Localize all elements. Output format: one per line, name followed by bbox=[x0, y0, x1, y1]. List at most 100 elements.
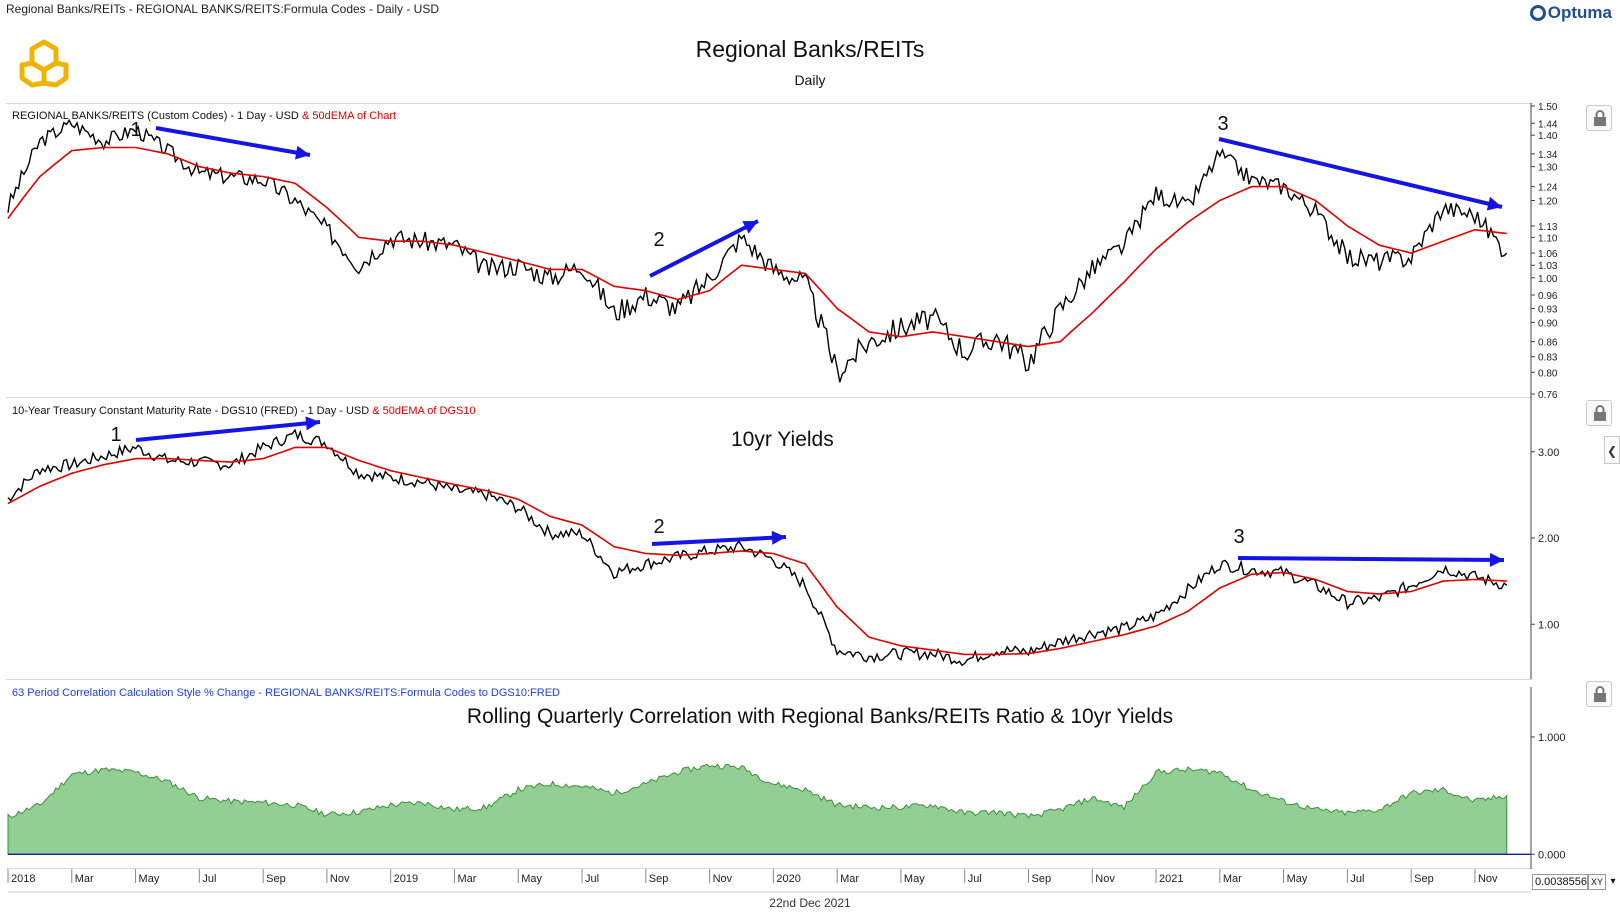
x-tick-label: Mar bbox=[840, 873, 859, 885]
lock-icon bbox=[1594, 686, 1606, 702]
trend-marker-label: 3 bbox=[1217, 113, 1228, 135]
y-tick-label: 1.00 bbox=[1538, 619, 1559, 631]
trend-arrow-price-1-head bbox=[295, 145, 310, 160]
x-tick-label: Sep bbox=[1031, 873, 1051, 885]
trend-arrow-price-2-head bbox=[742, 221, 758, 234]
readout-menu-button[interactable]: ▾ bbox=[1610, 876, 1616, 887]
chevron-left-icon: ❮ bbox=[1606, 444, 1618, 458]
trend-arrow-price-3 bbox=[1218, 137, 1503, 209]
y-tick-label: 1.40 bbox=[1538, 131, 1558, 142]
price-series-name: REGIONAL BANKS/REITS (Custom Codes) - 1 … bbox=[12, 110, 299, 122]
trend-arrow-price-3-head bbox=[1486, 196, 1502, 211]
chart-subtitle: Daily bbox=[794, 72, 826, 88]
x-tick-label: Jul bbox=[968, 873, 982, 885]
crosshair-readout[interactable]: 0.0038556 bbox=[1532, 874, 1588, 890]
y-tick-label: 1.24 bbox=[1538, 183, 1558, 194]
x-tick-label: May bbox=[1287, 873, 1308, 885]
yield-ema-line bbox=[7, 446, 1507, 656]
x-tick-label: May bbox=[139, 873, 160, 885]
correlation-area bbox=[7, 763, 1508, 855]
y-tick-label: 1.03 bbox=[1538, 261, 1558, 272]
x-tick-label: May bbox=[521, 873, 542, 885]
y-tick-label: 0.86 bbox=[1538, 338, 1558, 349]
y-tick-label: 2.00 bbox=[1538, 533, 1559, 545]
lock-button-correlation[interactable] bbox=[1586, 681, 1612, 707]
y-tick-label: 0.000 bbox=[1538, 849, 1566, 861]
yield-pane[interactable] bbox=[6, 397, 1533, 679]
trend-arrow-price-2 bbox=[649, 219, 759, 278]
x-tick-label: Mar bbox=[75, 873, 94, 885]
trend-arrow-yield-1-head bbox=[305, 416, 320, 431]
x-tick-label: Sep bbox=[1414, 873, 1434, 885]
x-tick-label: Nov bbox=[1095, 873, 1115, 885]
trend-arrow-price-1 bbox=[155, 126, 311, 157]
trend-arrow-yield-1 bbox=[135, 420, 321, 442]
correlation-annotation: Rolling Quarterly Correlation with Regio… bbox=[466, 705, 1174, 728]
trend-arrow-yield-2-head bbox=[771, 530, 786, 545]
lock-button-price[interactable] bbox=[1586, 105, 1612, 131]
price-pane[interactable] bbox=[6, 103, 1533, 397]
window-title: Regional Banks/REITs - REGIONAL BANKS/RE… bbox=[6, 2, 440, 16]
trend-marker-label: 1 bbox=[110, 424, 121, 446]
x-tick-label: Nov bbox=[330, 873, 350, 885]
trend-marker-label: 3 bbox=[1233, 526, 1244, 548]
yield-ema-name: & 50dEMA of DGS10 bbox=[369, 405, 476, 417]
x-tick-label: Jul bbox=[202, 873, 216, 885]
y-tick-label: 3.00 bbox=[1538, 447, 1559, 459]
y-tick-label: 0.90 bbox=[1538, 318, 1558, 329]
price-ema-name: & 50dEMA of Chart bbox=[298, 110, 397, 122]
x-tick-label: Sep bbox=[649, 873, 669, 885]
optuma-logo-icon bbox=[1529, 5, 1546, 21]
footer-date: 22nd Dec 2021 bbox=[769, 896, 851, 910]
xy-toggle-button[interactable]: XY bbox=[1588, 874, 1606, 890]
brand-name: Optuma bbox=[1547, 3, 1612, 22]
x-tick-label: Jul bbox=[1350, 873, 1364, 885]
y-tick-label: 0.76 bbox=[1538, 390, 1558, 401]
y-tick-label: 1.30 bbox=[1538, 163, 1558, 174]
y-tick-label: 1.000 bbox=[1538, 732, 1566, 744]
yield-series-name: 10-Year Treasury Constant Maturity Rate … bbox=[12, 405, 370, 417]
y-tick-label: 0.80 bbox=[1538, 368, 1558, 379]
lock-button-yield[interactable] bbox=[1586, 400, 1612, 426]
y-tick-label: 0.96 bbox=[1538, 291, 1558, 302]
y-tick-label: 1.13 bbox=[1538, 222, 1558, 233]
yield-pane-label: 10-Year Treasury Constant Maturity Rate … bbox=[12, 405, 476, 417]
lock-icon bbox=[1594, 405, 1606, 421]
price-pane-label: REGIONAL BANKS/REITS (Custom Codes) - 1 … bbox=[12, 110, 396, 122]
trend-arrow-yield-3-head bbox=[1489, 552, 1504, 567]
yield-series-line bbox=[7, 428, 1508, 667]
x-tick-label: Sep bbox=[266, 873, 286, 885]
x-tick-label: Nov bbox=[1478, 873, 1498, 885]
y-tick-label: 1.06 bbox=[1538, 249, 1558, 260]
hexagon-logo-icon bbox=[19, 39, 69, 88]
y-tick-label: 1.10 bbox=[1538, 233, 1558, 244]
y-tick-label: 1.00 bbox=[1538, 274, 1558, 285]
x-tick-label: Mar bbox=[457, 873, 476, 885]
y-tick-label: 0.83 bbox=[1538, 353, 1558, 364]
correlation-pane-label: 63 Period Correlation Calculation Style … bbox=[12, 687, 560, 699]
x-tick-label: 2021 bbox=[1159, 873, 1183, 885]
trend-marker-label: 2 bbox=[653, 516, 664, 538]
x-tick-label: Nov bbox=[713, 873, 733, 885]
trend-arrow-yield-2 bbox=[651, 535, 787, 546]
x-tick-label: May bbox=[904, 873, 925, 885]
x-tick-label: 2020 bbox=[776, 873, 800, 885]
yield-annotation: 10yr Yields bbox=[731, 428, 834, 451]
y-tick-label: 0.93 bbox=[1538, 304, 1558, 315]
x-tick-label: Jul bbox=[585, 873, 599, 885]
y-tick-label: 1.50 bbox=[1538, 102, 1558, 113]
price-ema-line bbox=[7, 146, 1507, 348]
y-tick-label: 1.44 bbox=[1538, 119, 1558, 130]
chart-title: Regional Banks/REITs bbox=[695, 36, 925, 62]
x-tick-label: 2018 bbox=[11, 873, 35, 885]
trend-marker-label: 2 bbox=[653, 229, 664, 251]
y-tick-label: 1.20 bbox=[1538, 197, 1558, 208]
correlation-pane[interactable] bbox=[6, 679, 1533, 869]
lock-icon bbox=[1594, 110, 1606, 126]
brand-logo: Optuma bbox=[1529, 3, 1612, 23]
x-tick-label: Mar bbox=[1223, 873, 1242, 885]
trend-arrow-yield-3 bbox=[1237, 556, 1505, 562]
trend-marker-label: 1 bbox=[130, 119, 141, 141]
y-tick-label: 1.34 bbox=[1538, 150, 1558, 161]
